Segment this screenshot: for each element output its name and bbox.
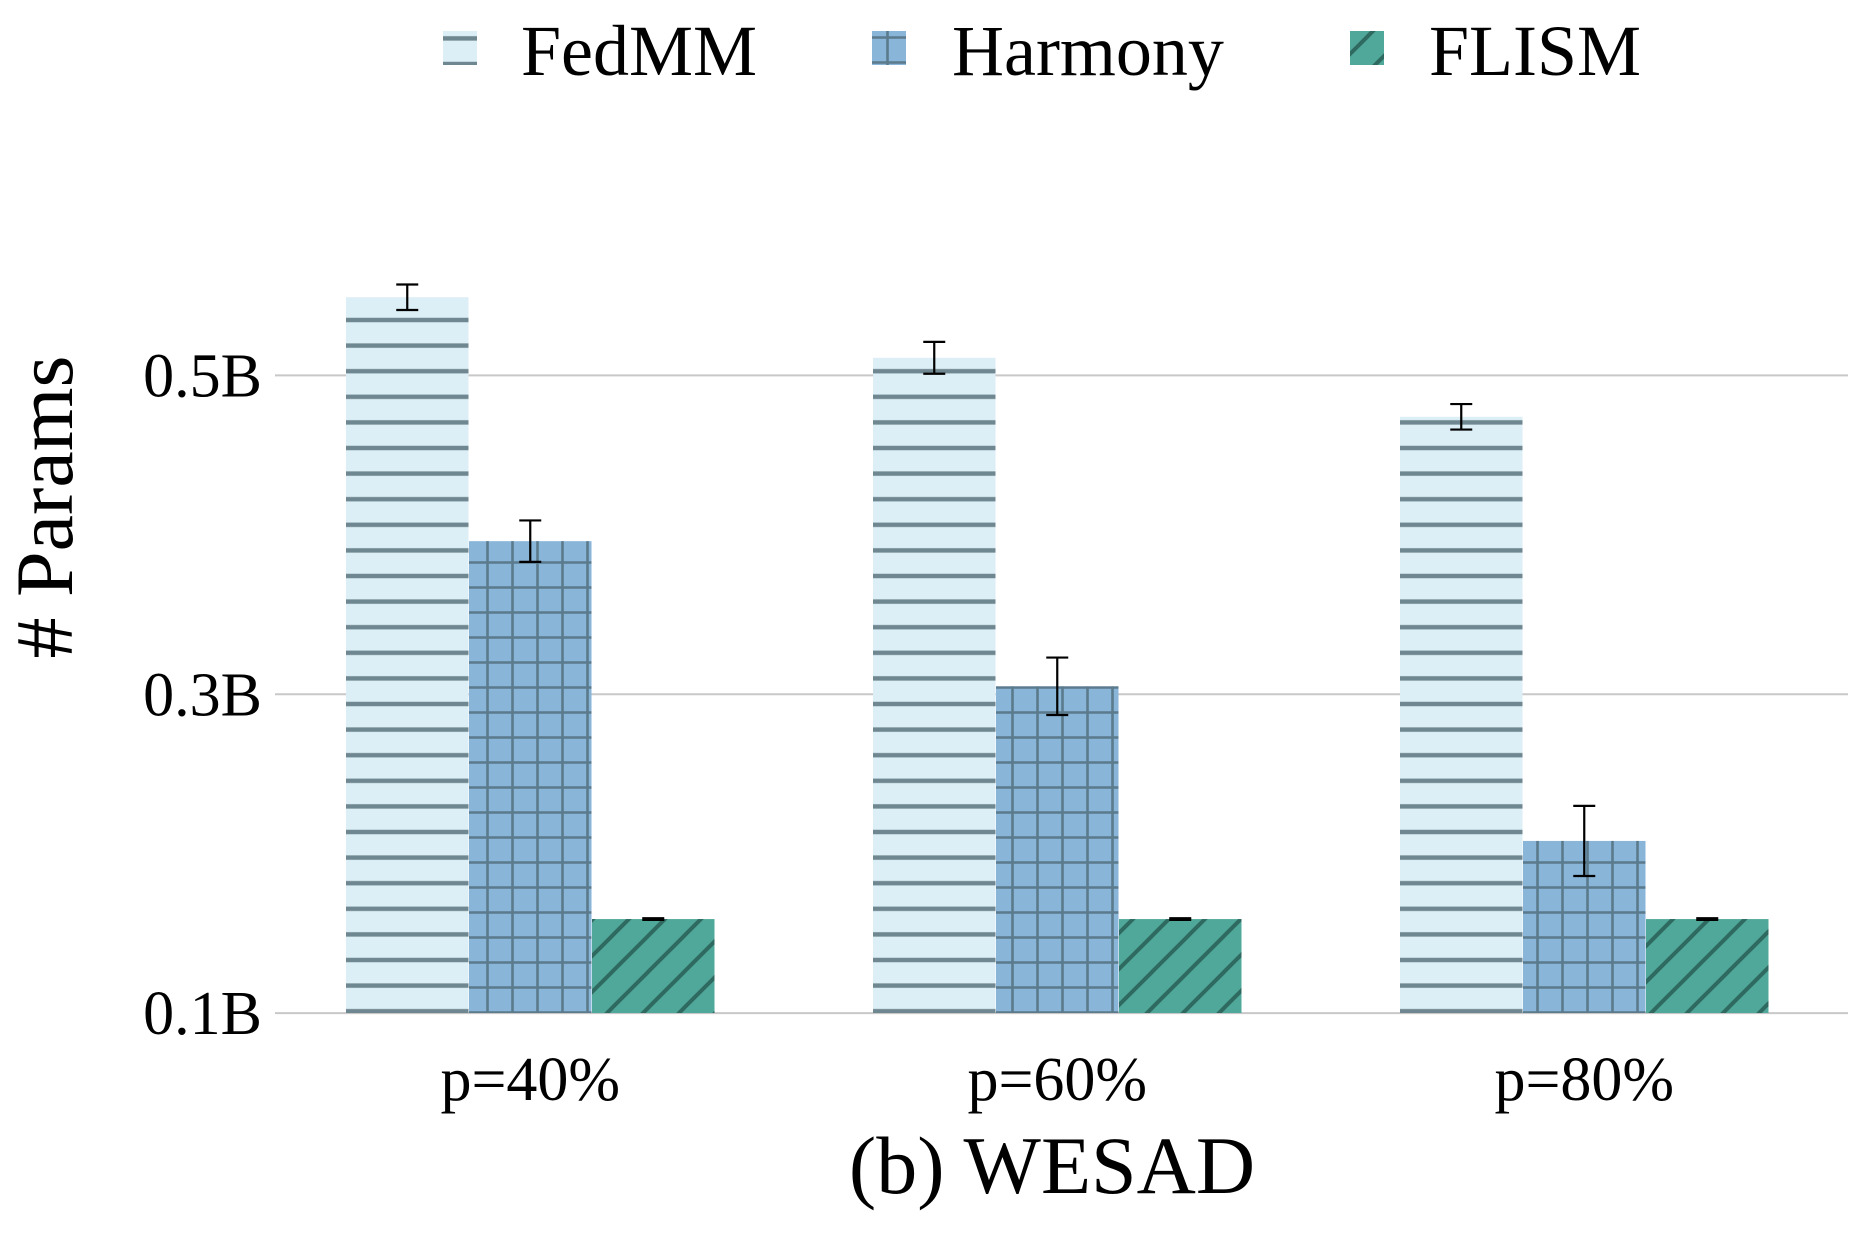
error-bar-flism-2 [1169, 917, 1192, 921]
bar-hatch-fedmm-1 [346, 297, 469, 1014]
legend-swatch-hatch [872, 31, 906, 65]
bar-hatch-flism-3 [1646, 919, 1769, 1013]
x-axis-categories: p=40% p=60% p=80% [440, 1046, 1674, 1114]
error-bar-fedmm-3 [1450, 402, 1473, 431]
error-bar-flism-3 [1696, 917, 1719, 921]
bars [346, 297, 1769, 1014]
error-bar-fedmm-2 [923, 340, 946, 375]
y-tick-label: 0.5B [143, 342, 262, 410]
x-category-label: p=40% [440, 1046, 620, 1114]
bar-hatch-harmony-2 [996, 686, 1119, 1013]
x-category-label: p=80% [1494, 1046, 1674, 1114]
legend: FedMM Harmony FLISM [443, 11, 1641, 91]
legend-item-harmony: Harmony [872, 11, 1224, 91]
error-bar-flism-1 [642, 917, 665, 921]
y-axis-title: # Params [0, 356, 90, 659]
legend-label: FLISM [1429, 11, 1641, 91]
bar-hatch-fedmm-2 [873, 357, 996, 1013]
bar-hatch-flism-1 [592, 919, 715, 1013]
bar-hatch-flism-2 [1119, 919, 1242, 1013]
y-tick-label: 0.1B [143, 980, 262, 1048]
legend-label: Harmony [952, 11, 1224, 91]
error-bar-harmony-2 [1046, 656, 1069, 717]
legend-label: FedMM [521, 11, 757, 91]
error-bar-harmony-3 [1573, 804, 1596, 878]
chart-caption: (b) WESAD [849, 1120, 1255, 1211]
error-bar-harmony-1 [519, 519, 542, 564]
error-bar-fedmm-1 [396, 283, 419, 312]
bar-hatch-harmony-1 [469, 541, 592, 1013]
legend-item-flism: FLISM [1350, 11, 1641, 91]
bar-hatch-fedmm-3 [1400, 416, 1523, 1013]
legend-swatch-hatch [1350, 31, 1384, 65]
legend-item-fedmm: FedMM [443, 11, 757, 91]
legend-swatch-hatch [443, 31, 477, 65]
x-category-label: p=60% [967, 1046, 1147, 1114]
y-axis-ticks: 0.1B 0.3B 0.5B [143, 342, 262, 1048]
error-bars [396, 283, 1719, 921]
y-tick-label: 0.3B [143, 661, 262, 729]
